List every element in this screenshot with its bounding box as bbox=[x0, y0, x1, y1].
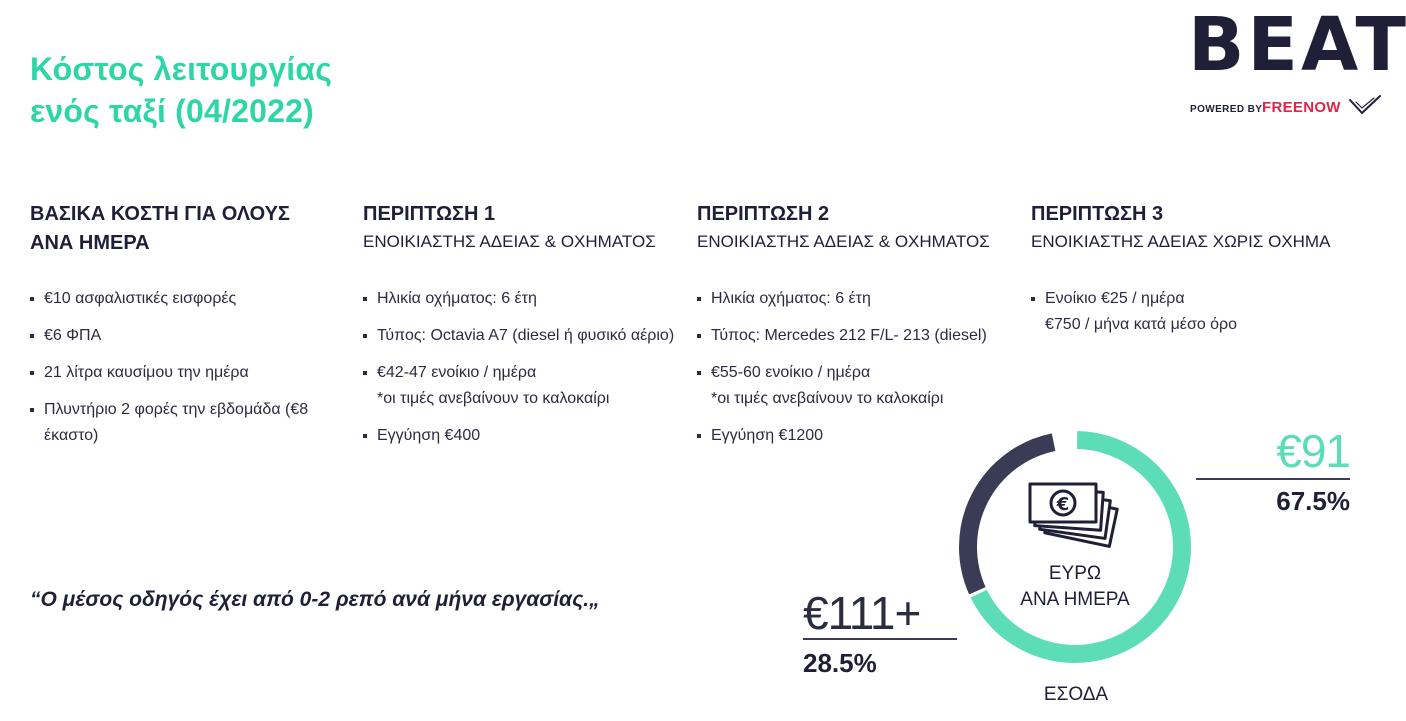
column-heading: ΠΕΡΙΠΤΩΣΗ 3 bbox=[1031, 203, 1164, 225]
stat-amount: €91 bbox=[1276, 425, 1351, 477]
column-subheading: ΕΝΟΙΚΙΑΣΤΗΣ ΑΔΕΙΑΣ & ΟΧΗΜΑΤΟΣ bbox=[697, 232, 990, 251]
svg-text:€: € bbox=[1056, 494, 1070, 515]
list-item: €42-47 ενοίκιο / ημέρα *οι τιμές ανεβαίνο… bbox=[363, 360, 693, 412]
donut-center-line-2: ΑΝΑ ΗΜΕΡΑ bbox=[1020, 589, 1130, 610]
donut-center-line-1: ΕΥΡΩ bbox=[1048, 563, 1102, 584]
list-item: 21 λίτρα καυσίμου την ημέρα bbox=[30, 360, 360, 386]
list-item: €6 ΦΠΑ bbox=[30, 323, 360, 349]
column-subheading: ΕΝΟΙΚΙΑΣΤΗΣ ΑΔΕΙΑΣ ΧΩΡΙΣ ΟΧΗΜΑ bbox=[1031, 232, 1331, 251]
donut-segment-91 bbox=[970, 431, 1191, 663]
page-title-line-1: Κόστος λειτουργίας bbox=[30, 51, 333, 87]
column-case-3: ΠΕΡΙΠΤΩΣΗ 3 ΕΝΟΙΚΙΑΣΤΗΣ ΑΔΕΙΑΣ ΧΩΡΙΣ ΟΧΗ… bbox=[1031, 200, 1361, 333]
income-donut bbox=[959, 431, 1191, 663]
list-item: Εγγύηση €400 bbox=[363, 423, 693, 449]
donut-center-label: ΕΥΡΩ ΑΝΑ ΗΜΕΡΑ bbox=[1000, 561, 1150, 613]
driver-quote: “Ο μέσος οδηγός έχει από 0-2 ρεπό ανά μή… bbox=[30, 588, 600, 611]
stat-111: €111+ 28.5% bbox=[803, 588, 957, 678]
logo-partner: FREENOW bbox=[1262, 99, 1341, 116]
logo-wordmark: BEAT bbox=[1188, 2, 1406, 88]
donut-segment-111 bbox=[959, 433, 1056, 595]
freenow-check-icon bbox=[1349, 95, 1381, 115]
stat-percent: 28.5% bbox=[803, 648, 877, 678]
stat-91: €91 67.5% bbox=[1196, 425, 1351, 516]
list-item: Πλυντήριο 2 φορές την εβδομάδα (€8 έκαστ… bbox=[30, 397, 344, 449]
stat-percent: 67.5% bbox=[1276, 486, 1350, 516]
bullet-list: €10 ασφαλιστικές εισφορές €6 ΦΠΑ 21 λίτρ… bbox=[30, 286, 360, 460]
stat-divider bbox=[803, 638, 957, 640]
column-subheading: ΑΝΑ ΗΜΕΡΑ bbox=[30, 232, 150, 254]
income-label: ΕΣΟΔΑ bbox=[1043, 684, 1109, 705]
beat-logo: BEAT POWERED BY FREENOW bbox=[1188, 4, 1406, 122]
list-item: Τύπος: Octavia A7 (diesel ή φυσικό αέριο… bbox=[363, 323, 693, 349]
list-item-note: *οι τιμές ανεβαίνουν το καλοκαίρι bbox=[377, 390, 610, 407]
column-heading: ΒΑΣΙΚΑ ΚΟΣΤΗ ΓΙΑ ΟΛΟΥΣ bbox=[30, 203, 290, 225]
list-item: Ηλικία οχήματος: 6 έτη bbox=[363, 286, 693, 312]
logo-powered-by: POWERED BY bbox=[1190, 104, 1263, 115]
list-item: €55-60 ενοίκιο / ημέρα *οι τιμές ανεβαίνο… bbox=[697, 360, 1027, 412]
column-case-2: ΠΕΡΙΠΤΩΣΗ 2 ΕΝΟΙΚΙΑΣΤΗΣ ΑΔΕΙΑΣ & ΟΧΗΜΑΤΟ… bbox=[697, 200, 1027, 444]
column-case-1: ΠΕΡΙΠΤΩΣΗ 1 ΕΝΟΙΚΙΑΣΤΗΣ ΑΔΕΙΑΣ & ΟΧΗΜΑΤΟ… bbox=[363, 200, 693, 444]
list-item: Εγγύηση €1200 bbox=[697, 423, 1027, 449]
column-heading: ΠΕΡΙΠΤΩΣΗ 2 bbox=[697, 203, 830, 225]
list-item: Τύπος: Mercedes 212 F/L- 213 (diesel) bbox=[697, 323, 1027, 349]
list-item-note: *οι τιμές ανεβαίνουν το καλοκαίρι bbox=[711, 390, 944, 407]
stat-amount: €111+ bbox=[803, 587, 921, 639]
bullet-list: Ηλικία οχήματος: 6 έτη Τύπος: Mercedes 2… bbox=[697, 286, 1027, 460]
bullet-list: Ενοίκιο €25 / ημέρα €750 / μήνα κατά μέσο… bbox=[1031, 286, 1361, 349]
column-basic-costs: ΒΑΣΙΚΑ ΚΟΣΤΗ ΓΙΑ ΟΛΟΥΣ ΑΝΑ ΗΜΕΡΑ €10 ασφ… bbox=[30, 200, 360, 444]
list-item: Ενοίκιο €25 / ημέρα €750 / μήνα κατά μέσο… bbox=[1031, 286, 1361, 338]
stat-divider bbox=[1196, 478, 1350, 480]
list-item: Ηλικία οχήματος: 6 έτη bbox=[697, 286, 1027, 312]
bullet-list: Ηλικία οχήματος: 6 έτη Τύπος: Octavia A7… bbox=[363, 286, 693, 460]
page-title-line-2: ενός ταξί (04/2022) bbox=[30, 93, 314, 129]
page-title: Κόστος λειτουργίας ενός ταξί (04/2022) bbox=[30, 48, 450, 132]
list-item: €10 ασφαλιστικές εισφορές bbox=[30, 286, 360, 312]
column-heading: ΠΕΡΙΠΤΩΣΗ 1 bbox=[363, 203, 496, 225]
column-subheading: ΕΝΟΙΚΙΑΣΤΗΣ ΑΔΕΙΑΣ & ΟΧΗΜΑΤΟΣ bbox=[363, 232, 656, 251]
list-item-note: €750 / μήνα κατά μέσο όρο bbox=[1045, 316, 1238, 333]
euro-banknotes-icon: € bbox=[1028, 482, 1119, 548]
